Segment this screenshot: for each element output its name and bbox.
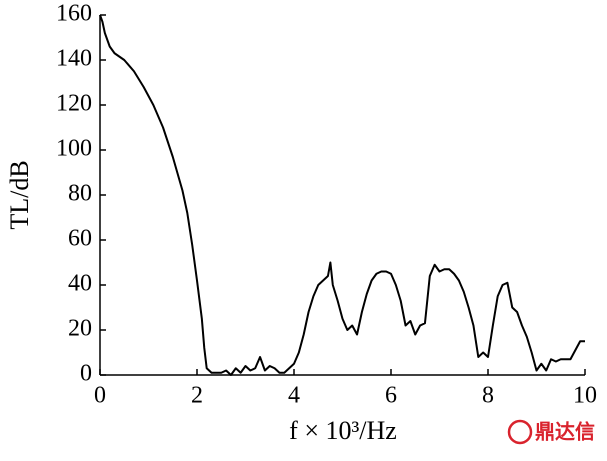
x-tick-label: 6 [385, 383, 397, 409]
y-tick-label: 40 [68, 271, 92, 297]
x-tick-label: 2 [191, 383, 203, 409]
y-tick-label: 140 [56, 46, 92, 72]
y-tick-label: 0 [80, 361, 92, 387]
x-tick-label: 10 [573, 383, 597, 409]
y-axis-label: TL/dB [5, 160, 34, 229]
data-line [99, 14, 585, 376]
x-tick-label: 4 [288, 383, 300, 409]
y-tick-label: 120 [56, 91, 92, 117]
y-tick-label: 80 [68, 181, 92, 207]
y-tick-label: 60 [68, 226, 92, 252]
watermark: 鼎达信 [535, 420, 595, 444]
x-axis-label: f × 10³/Hz [289, 416, 397, 445]
watermark-logo [507, 419, 533, 445]
x-tick-label: 0 [94, 383, 106, 409]
y-tick-label: 100 [56, 136, 92, 162]
x-tick-label: 8 [482, 383, 494, 409]
y-tick-label: 160 [56, 1, 92, 27]
y-tick-label: 20 [68, 316, 92, 342]
